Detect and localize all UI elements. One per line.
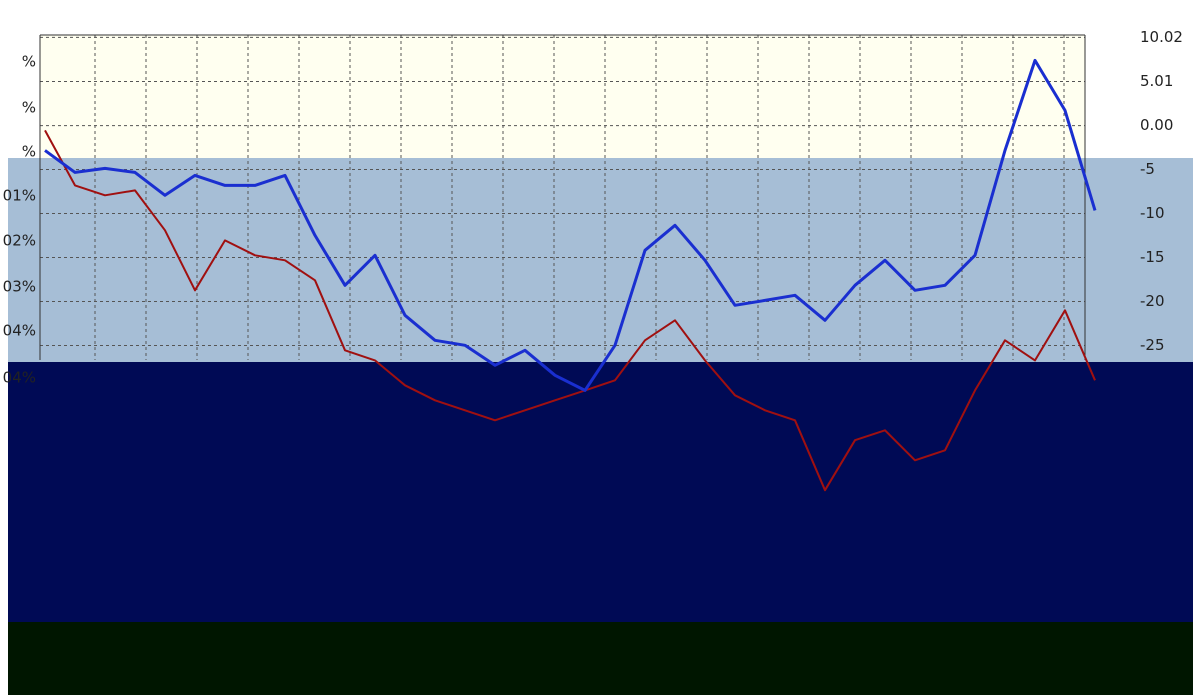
labels: 10.02 5.01 0.00 -5 -10 -15 -20 -25%%% 01% 02% 03% 0… [3, 28, 1183, 387]
lines [44, 58, 1097, 492]
left-axis-label: 02% [3, 232, 36, 250]
left-axis-label: 04% [3, 369, 36, 387]
left-axis-label: % [22, 53, 36, 71]
left-axis-label: % [22, 143, 36, 161]
glitch-band [8, 362, 1193, 622]
series-line [44, 129, 1096, 492]
y-tick-label: -20 [1140, 292, 1165, 310]
y-tick-label: 0.00 [1140, 116, 1173, 134]
left-axis-label: % [22, 99, 36, 117]
y-tick-label: -5 [1140, 160, 1155, 178]
left-axis-label: 03% [3, 278, 36, 296]
y-tick-label: -15 [1140, 248, 1165, 266]
left-axis-label: 04% [3, 322, 36, 340]
y-tick-label: 5.01 [1140, 72, 1173, 90]
y-tick-label: -10 [1140, 204, 1165, 222]
y-tick-label: -25 [1140, 336, 1165, 354]
glitch-band [8, 622, 1193, 695]
glitch-band [8, 158, 1193, 362]
series-line [44, 58, 1097, 392]
y-tick-label: 10.02 [1140, 28, 1183, 46]
left-axis-label: 01% [3, 187, 36, 205]
